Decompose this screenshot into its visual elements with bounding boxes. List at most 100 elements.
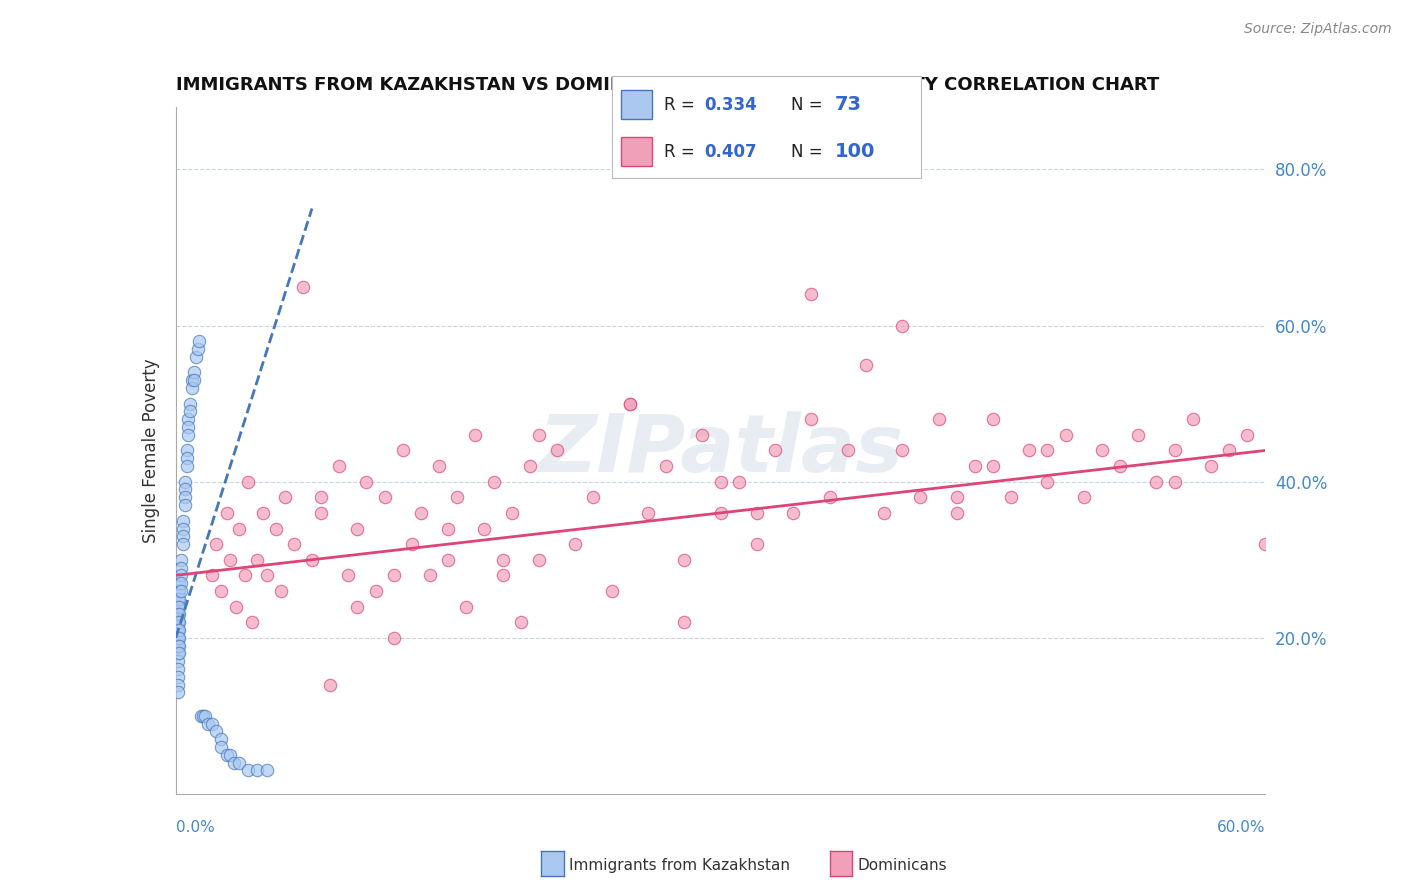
Point: [382, 568, 405, 582]
Point: [437, 521, 460, 535]
Text: 0.334: 0.334: [704, 95, 758, 113]
Point: [169, 599, 191, 614]
Point: [710, 506, 733, 520]
Point: [177, 427, 200, 442]
Point: [169, 607, 191, 622]
Point: [519, 458, 541, 473]
Point: [170, 568, 193, 582]
Point: [225, 599, 247, 614]
Point: [219, 552, 242, 567]
Point: [238, 764, 260, 778]
Point: [194, 708, 217, 723]
Point: [891, 318, 914, 333]
Point: [176, 443, 198, 458]
Point: [166, 591, 188, 606]
Point: [166, 599, 188, 614]
Point: [673, 615, 696, 630]
Point: [492, 568, 515, 582]
Point: [527, 427, 550, 442]
Point: [745, 506, 768, 520]
Point: [1181, 412, 1204, 426]
Point: [166, 615, 188, 630]
Point: [727, 475, 749, 489]
Point: [209, 583, 232, 598]
Point: [169, 591, 191, 606]
Point: [166, 654, 188, 668]
Point: [233, 568, 256, 582]
Point: [527, 552, 550, 567]
Point: [169, 623, 191, 637]
Point: [169, 576, 191, 591]
Point: [172, 521, 194, 535]
Point: [763, 443, 786, 458]
Point: [437, 552, 460, 567]
Point: [166, 583, 188, 598]
Text: Dominicans: Dominicans: [858, 858, 948, 872]
Point: [501, 506, 523, 520]
Point: [183, 366, 205, 380]
Text: 100: 100: [834, 142, 875, 161]
Point: [201, 716, 224, 731]
Point: [346, 521, 368, 535]
Point: [176, 458, 198, 473]
Point: [346, 599, 368, 614]
Point: [564, 537, 586, 551]
Point: [1036, 475, 1059, 489]
Point: [492, 552, 515, 567]
Point: [391, 443, 413, 458]
Point: [655, 458, 678, 473]
Point: [264, 521, 287, 535]
Point: [190, 708, 212, 723]
Point: [256, 568, 278, 582]
Point: [166, 623, 188, 637]
Point: [170, 576, 193, 591]
Point: [710, 475, 733, 489]
Point: [356, 475, 378, 489]
Point: [166, 615, 188, 630]
Point: [301, 552, 323, 567]
Point: [928, 412, 950, 426]
Text: 0.407: 0.407: [704, 143, 756, 161]
Point: [1109, 458, 1132, 473]
Point: [782, 506, 804, 520]
Text: R =: R =: [664, 95, 700, 113]
Text: N =: N =: [792, 95, 828, 113]
Point: [309, 506, 332, 520]
Text: Source: ZipAtlas.com: Source: ZipAtlas.com: [1244, 22, 1392, 37]
Point: [215, 506, 238, 520]
Point: [228, 521, 250, 535]
Text: IMMIGRANTS FROM KAZAKHSTAN VS DOMINICAN SINGLE FEMALE POVERTY CORRELATION CHART: IMMIGRANTS FROM KAZAKHSTAN VS DOMINICAN …: [176, 77, 1159, 95]
Point: [873, 506, 896, 520]
Point: [166, 646, 188, 660]
Point: [446, 490, 468, 504]
Point: [981, 412, 1004, 426]
Point: [945, 490, 967, 504]
Point: [1236, 427, 1258, 442]
Text: R =: R =: [664, 143, 700, 161]
Point: [173, 483, 195, 497]
Point: [364, 583, 387, 598]
Point: [166, 631, 188, 645]
Point: [427, 458, 450, 473]
Point: [166, 599, 188, 614]
Point: [166, 607, 188, 622]
Point: [209, 732, 232, 747]
Point: [600, 583, 623, 598]
Point: [172, 537, 194, 551]
Point: [169, 615, 191, 630]
Point: [692, 427, 714, 442]
Point: [1218, 443, 1240, 458]
Point: [173, 498, 195, 512]
Point: [169, 631, 191, 645]
Point: [1254, 537, 1277, 551]
Point: [166, 670, 188, 684]
Point: [981, 458, 1004, 473]
Point: [246, 764, 269, 778]
Point: [891, 443, 914, 458]
Point: [270, 583, 292, 598]
Y-axis label: Single Female Poverty: Single Female Poverty: [142, 359, 160, 542]
Point: [319, 678, 342, 692]
Point: [201, 568, 224, 582]
Point: [204, 537, 226, 551]
Point: [1018, 443, 1040, 458]
